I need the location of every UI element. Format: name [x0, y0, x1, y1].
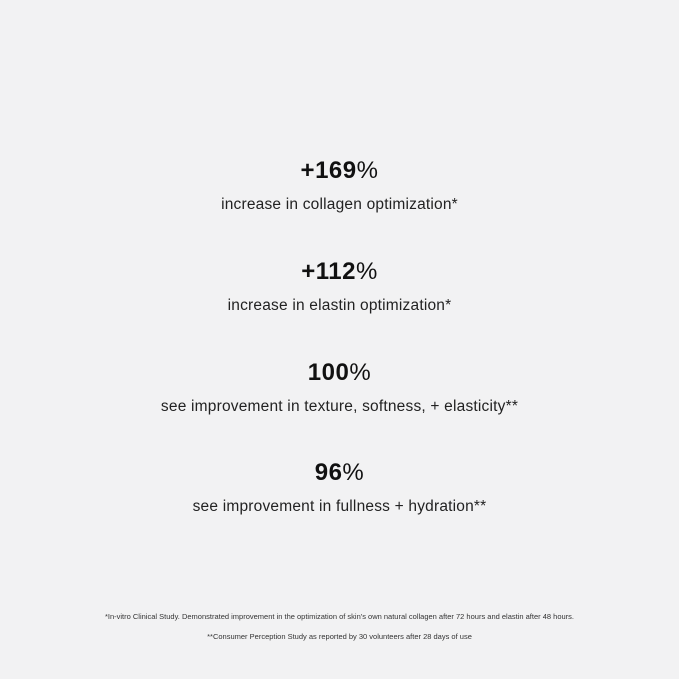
stat-unit: %: [349, 359, 372, 386]
stat-description: increase in elastin optimization*: [227, 297, 452, 314]
stat-description: increase in collagen optimization*: [221, 196, 458, 213]
stat-unit: %: [355, 258, 378, 285]
stat-value: 100: [307, 359, 350, 386]
stat-description: see improvement in fullness + hydration*…: [192, 498, 487, 515]
stat-fullness: 96% see improvement in fullness + hydrat…: [0, 459, 679, 516]
stat-collagen: +169% increase in collagen optimization*: [0, 157, 679, 214]
footnote-consumer: **Consumer Perception Study as reported …: [207, 632, 472, 641]
stat-value: 96: [314, 459, 343, 486]
stat-unit: %: [356, 157, 379, 184]
stat-value: +169: [300, 157, 357, 184]
stat-unit: %: [342, 459, 365, 486]
stat-description: see improvement in texture, softness, + …: [160, 398, 519, 415]
footnote-clinical: *In-vitro Clinical Study. Demonstrated i…: [104, 612, 575, 621]
stat-value: +112: [301, 258, 356, 285]
stat-texture: 100% see improvement in texture, softnes…: [0, 359, 679, 416]
stat-elastin: +112% increase in elastin optimization*: [0, 258, 679, 315]
